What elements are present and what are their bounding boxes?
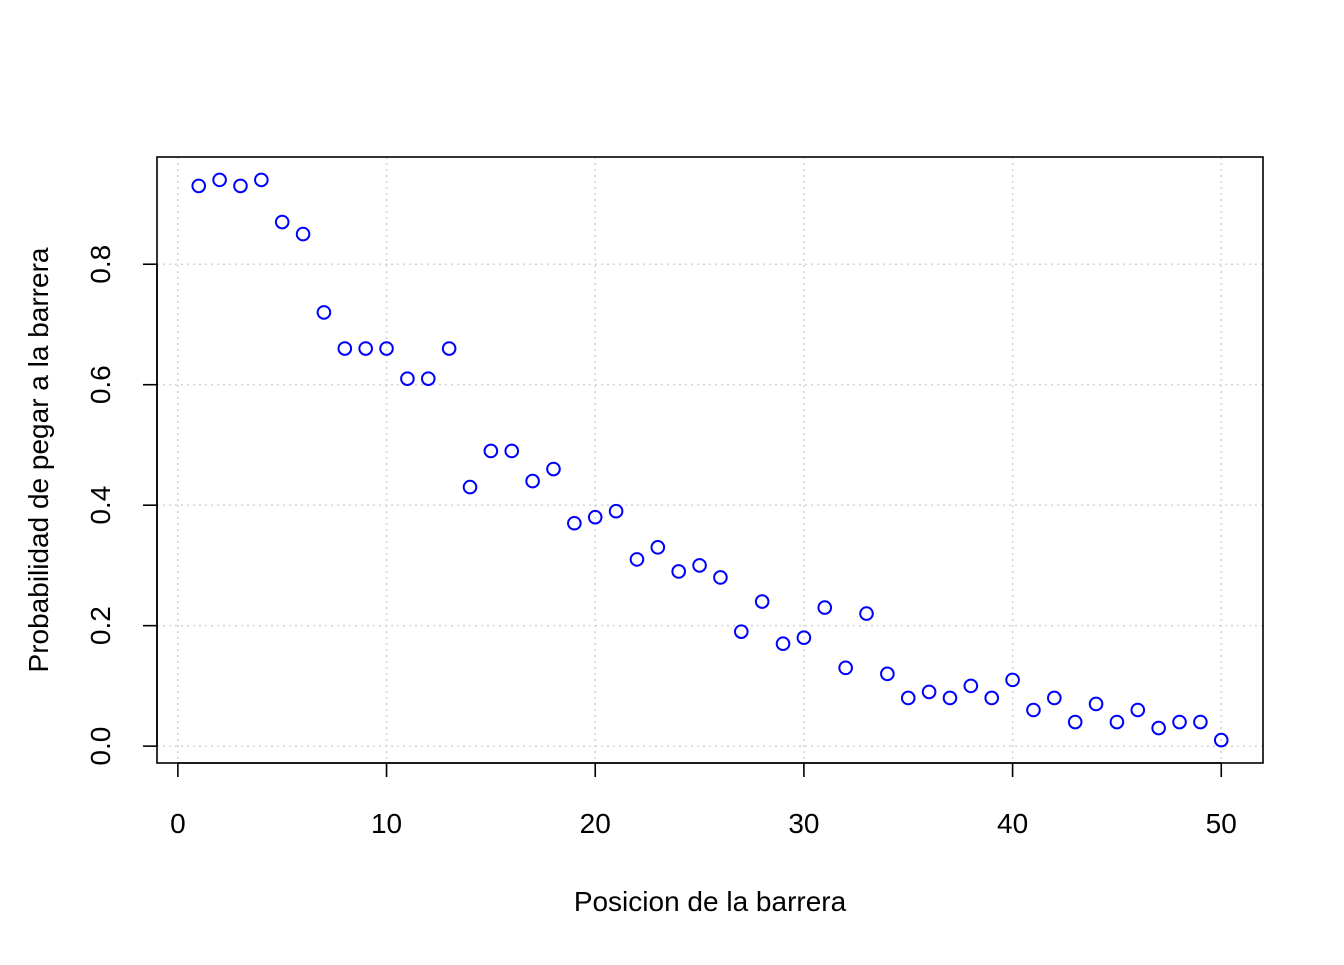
data-point xyxy=(295,226,311,242)
data-point xyxy=(567,515,582,531)
x-tick-label: 50 xyxy=(1206,808,1237,839)
data-point xyxy=(1047,690,1062,706)
data-point xyxy=(713,570,728,585)
data-point xyxy=(650,540,666,555)
data-point xyxy=(963,678,979,694)
data-point xyxy=(984,690,1000,706)
data-point xyxy=(692,558,707,573)
data-point xyxy=(441,341,457,356)
data-point xyxy=(838,660,853,676)
x-axis: 0 10 20 30 40 50 xyxy=(170,762,1237,839)
data-point xyxy=(504,443,520,459)
data-point xyxy=(400,371,415,386)
plot-frame xyxy=(156,156,1264,764)
data-point xyxy=(1005,672,1020,688)
data-point xyxy=(754,594,770,609)
y-tick-label: 0.0 xyxy=(85,727,116,766)
x-tick-label: 20 xyxy=(580,808,611,839)
data-point xyxy=(274,214,290,230)
data-point xyxy=(420,371,436,386)
data-point xyxy=(233,178,248,194)
data-point xyxy=(483,443,499,459)
data-point xyxy=(1151,720,1166,736)
data-point xyxy=(316,305,332,320)
data-point xyxy=(358,341,373,356)
data-point xyxy=(880,666,895,682)
data-point xyxy=(379,341,394,356)
y-axis-label: Probabilidad de pegar a la barrera xyxy=(23,247,54,672)
x-tick-label: 0 xyxy=(170,808,186,839)
y-tick-label: 0.6 xyxy=(85,365,116,404)
data-point xyxy=(587,509,603,525)
data-point xyxy=(462,479,478,495)
data-point xyxy=(212,172,227,188)
data-point xyxy=(817,600,833,615)
data-point xyxy=(525,473,540,489)
y-axis: 0.0 0.2 0.4 0.6 0.8 xyxy=(85,245,158,766)
x-axis-label: Posicion de la barrera xyxy=(574,886,847,917)
x-tick-label: 10 xyxy=(371,808,402,839)
data-point xyxy=(1026,702,1041,718)
data-point xyxy=(1172,714,1187,730)
y-tick-label: 0.2 xyxy=(85,606,116,645)
data-point xyxy=(1109,714,1125,730)
data-point xyxy=(191,178,207,194)
data-point xyxy=(1067,714,1083,730)
data-point xyxy=(796,630,812,646)
data-point xyxy=(546,461,561,477)
data-point xyxy=(900,690,916,706)
data-point xyxy=(337,341,353,356)
data-point xyxy=(859,606,874,621)
grid xyxy=(157,157,1263,763)
data-point xyxy=(921,684,937,700)
data-point xyxy=(1213,732,1229,748)
data-point xyxy=(1193,714,1208,730)
x-tick-label: 40 xyxy=(997,808,1028,839)
data-point xyxy=(775,636,791,652)
data-point xyxy=(629,552,645,567)
data-point xyxy=(734,624,749,639)
x-tick-label: 30 xyxy=(788,808,819,839)
y-tick-label: 0.4 xyxy=(85,486,116,525)
data-point xyxy=(671,564,686,579)
data-point xyxy=(942,690,958,706)
data-point xyxy=(254,172,269,188)
data-point xyxy=(1130,702,1146,718)
data-point xyxy=(608,503,624,519)
data-points xyxy=(191,172,1229,748)
data-point xyxy=(1088,696,1104,712)
y-tick-label: 0.8 xyxy=(85,245,116,284)
